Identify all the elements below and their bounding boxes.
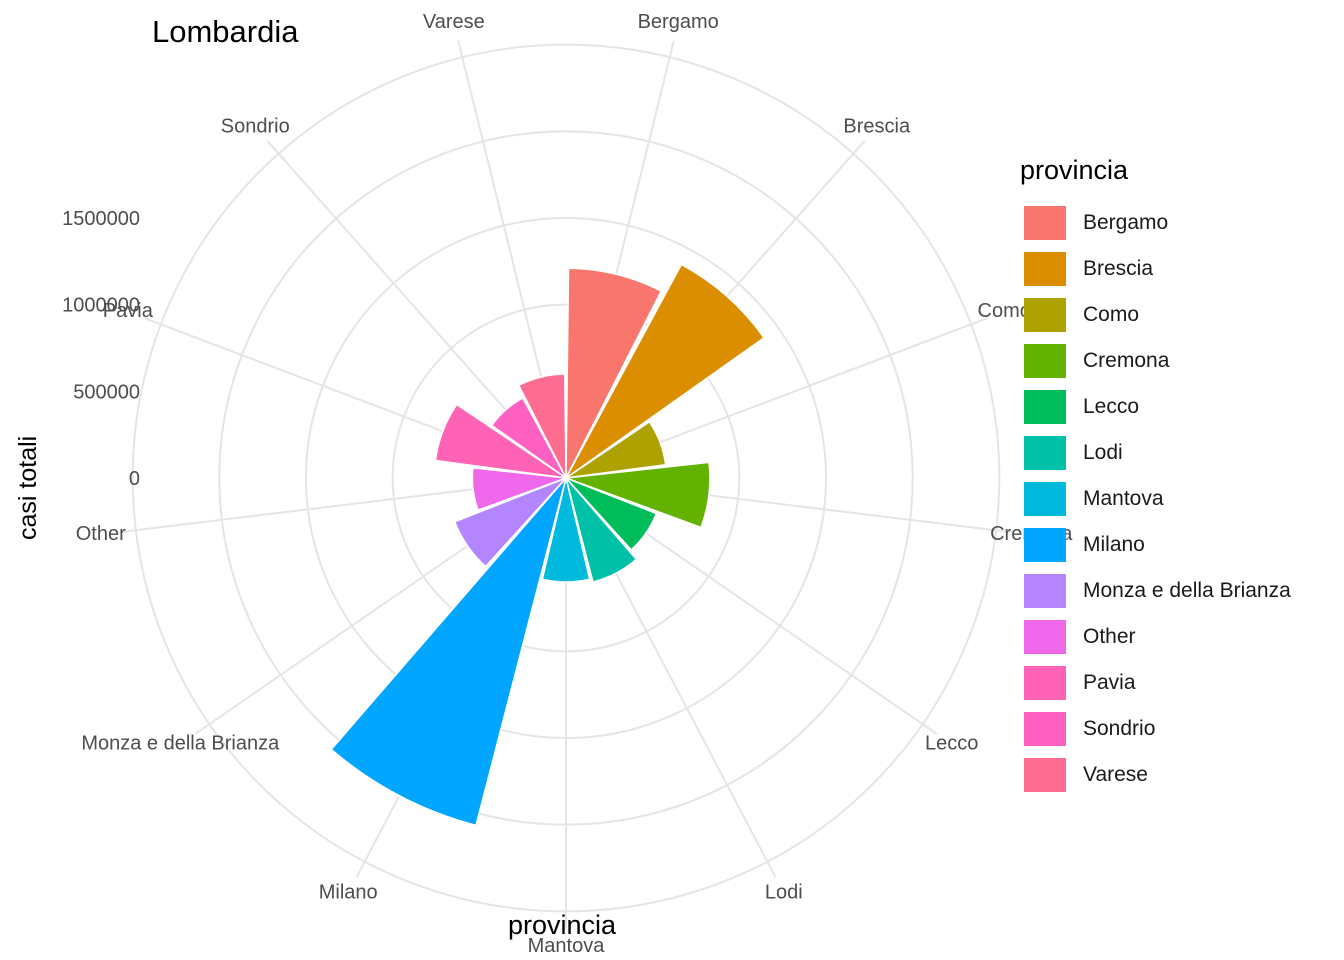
category-label-como: Como (978, 300, 1031, 322)
y-tick-label-3: 0 (129, 468, 140, 490)
bar-sondrio (490, 396, 567, 479)
legend-label: Monza e della Brianza (1083, 579, 1291, 602)
legend-label: Bergamo (1083, 211, 1169, 234)
bar-lodi (565, 477, 638, 583)
bar-varese (517, 373, 567, 479)
category-label-mantova: Mantova (528, 935, 606, 957)
bar-pavia (434, 403, 567, 479)
legend-items: Bergamo Brescia Como Cremona Lecco Lodi Mantov… (1020, 200, 1291, 798)
legend-key (1024, 390, 1066, 424)
legend-key (1024, 758, 1066, 792)
chart-title: Lombardia (152, 14, 299, 49)
legend-item: Lecco (1020, 384, 1291, 430)
y-tick-label-0: 1500000 (62, 208, 140, 230)
y-tick-label-1: 1000000 (62, 295, 140, 317)
legend-item: Lodi (1020, 430, 1291, 476)
legend-key (1024, 574, 1066, 608)
legend-label: Lecco (1083, 395, 1140, 418)
legend-label: Cremona (1083, 349, 1170, 372)
y-tick-label-2: 500000 (73, 381, 140, 403)
legend: provincia Bergamo Brescia Como Cremona Lecco… (1020, 155, 1291, 798)
category-label-brescia: Brescia (843, 115, 911, 137)
category-label-lodi: Lodi (765, 881, 803, 903)
bar-bergamo (565, 267, 663, 479)
legend-item: Bergamo (1020, 200, 1291, 246)
legend-key (1024, 712, 1066, 746)
legend-item: Cremona (1020, 338, 1291, 384)
legend-key (1024, 436, 1066, 470)
legend-item: Monza e della Brianza (1020, 568, 1291, 614)
legend-key (1024, 666, 1066, 700)
legend-item: Brescia (1020, 246, 1291, 292)
category-label-lecco: Lecco (925, 733, 978, 755)
bar-milano (330, 477, 567, 827)
y-axis-label: casi totali (14, 435, 42, 540)
legend-item: Mantova (1020, 476, 1291, 522)
category-label-pavia: Pavia (103, 300, 154, 322)
category-label-monza-e-della-brianza: Monza e della Brianza (81, 733, 280, 755)
legend-label: Brescia (1083, 257, 1154, 280)
legend-item: Como (1020, 292, 1291, 338)
bar-other (471, 467, 567, 512)
legend-key (1024, 482, 1066, 516)
legend-item: Milano (1020, 522, 1291, 568)
bar-lecco (565, 477, 658, 551)
legend-label: Other (1083, 625, 1136, 648)
legend-label: Pavia (1083, 671, 1136, 694)
legend-key (1024, 620, 1066, 654)
legend-label: Lodi (1083, 441, 1123, 464)
bar-como (565, 420, 667, 479)
x-axis-label: provincia (508, 910, 617, 940)
legend-key (1024, 344, 1066, 378)
legend-item: Pavia (1020, 660, 1291, 706)
legend-key (1024, 298, 1066, 332)
legend-item: Other (1020, 614, 1291, 660)
legend-key (1024, 528, 1066, 562)
legend-item: Sondrio (1020, 706, 1291, 752)
category-label-milano: Milano (319, 881, 378, 903)
bar-mantova (541, 477, 591, 583)
legend-item: Varese (1020, 752, 1291, 798)
category-label-sondrio: Sondrio (221, 115, 290, 137)
legend-label: Varese (1083, 763, 1148, 786)
legend-key (1024, 206, 1066, 240)
bar-monza-e-della-brianza (453, 477, 567, 568)
category-label-other: Other (76, 523, 126, 545)
category-label-bergamo: Bergamo (638, 11, 719, 33)
bar-brescia (565, 263, 766, 479)
legend-label: Sondrio (1083, 717, 1156, 740)
legend-key (1024, 252, 1066, 286)
bar-cremona (565, 461, 711, 529)
legend-label: Como (1083, 303, 1140, 326)
legend-title: provincia (1020, 155, 1129, 185)
legend-label: Mantova (1083, 487, 1164, 510)
category-label-varese: Varese (423, 11, 485, 33)
legend-label: Milano (1083, 533, 1145, 556)
